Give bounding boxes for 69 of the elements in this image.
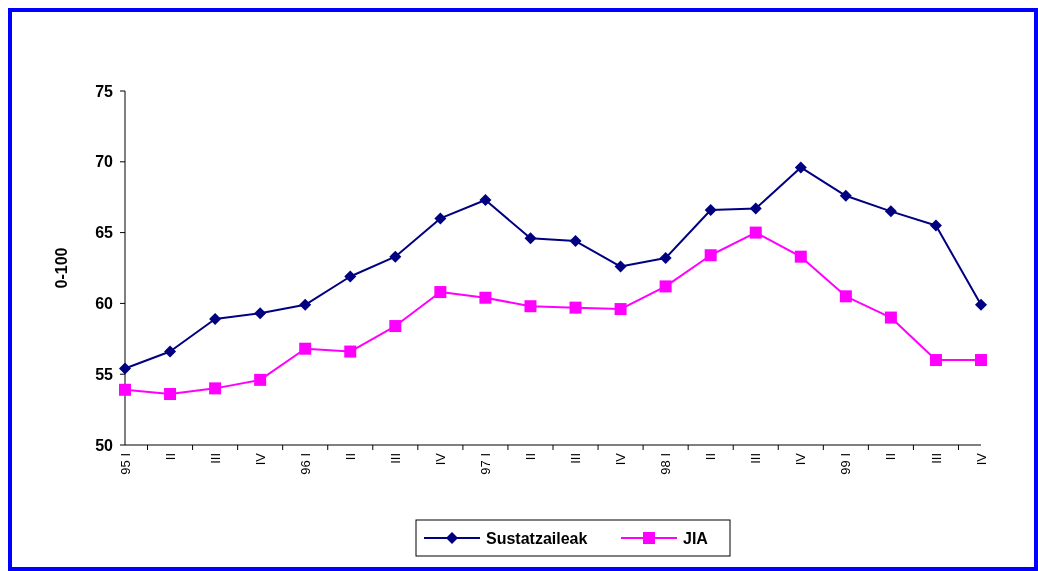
point	[704, 203, 717, 216]
point	[119, 362, 131, 375]
point	[569, 301, 582, 314]
point	[929, 354, 942, 367]
point	[524, 232, 537, 245]
legend-label: JIA	[683, 529, 709, 547]
y-tick-label: 50	[95, 436, 114, 454]
point	[749, 202, 762, 215]
x-tick-label: IV	[973, 452, 989, 466]
x-tick-label: III	[568, 453, 584, 464]
point	[659, 252, 672, 265]
x-tick-label: IV	[613, 452, 629, 466]
point	[569, 235, 582, 248]
y-tick-label: 60	[95, 295, 114, 312]
point	[839, 290, 852, 303]
x-tick-label: 98 I	[658, 453, 674, 475]
point	[975, 298, 987, 311]
x-tick-label: III	[387, 453, 403, 464]
point	[344, 345, 357, 358]
x-tick-label: 99 I	[838, 453, 854, 475]
point	[389, 320, 402, 333]
x-tick-label: II	[342, 453, 358, 461]
x-tick-label: II	[883, 453, 899, 461]
point	[254, 373, 267, 386]
point	[884, 205, 897, 218]
point	[884, 311, 897, 324]
x-tick-label: II	[703, 453, 719, 461]
point	[659, 280, 672, 293]
x-tick-label: IV	[432, 452, 448, 466]
point	[614, 260, 627, 273]
x-tick-label: III	[928, 453, 944, 464]
point	[975, 354, 987, 367]
y-tick-label: 75	[95, 82, 114, 100]
point	[929, 219, 942, 232]
y-tick-label: 70	[95, 153, 114, 171]
point	[299, 298, 312, 311]
point	[614, 303, 627, 316]
point	[164, 388, 177, 401]
point	[479, 291, 492, 304]
point	[209, 382, 222, 395]
x-tick-label: II	[162, 453, 178, 461]
y-axis-title: 0-100	[53, 247, 70, 289]
point	[119, 383, 131, 396]
x-tick-label: IV	[252, 452, 268, 466]
point	[434, 286, 447, 299]
x-tick-label: 96 I	[297, 453, 313, 475]
point	[344, 270, 357, 283]
y-tick-label: 55	[95, 365, 114, 383]
y-tick-label: 65	[95, 224, 114, 242]
point	[254, 307, 267, 320]
legend-label: Sustatzaileak	[486, 529, 588, 547]
point	[749, 226, 762, 239]
x-tick-label: 95 I	[117, 453, 133, 475]
point	[794, 250, 807, 263]
point	[524, 300, 537, 313]
x-tick-label: III	[748, 453, 764, 464]
point	[389, 250, 402, 263]
point	[839, 189, 852, 202]
x-tick-label: III	[207, 453, 223, 464]
point	[164, 345, 177, 358]
x-tick-label: IV	[793, 452, 809, 466]
point	[479, 194, 492, 207]
x-tick-label: 97 I	[477, 453, 493, 475]
point	[704, 249, 717, 262]
point	[209, 312, 222, 325]
x-tick-label: II	[523, 453, 539, 461]
point	[434, 212, 447, 225]
point	[794, 161, 807, 174]
point	[299, 342, 312, 355]
